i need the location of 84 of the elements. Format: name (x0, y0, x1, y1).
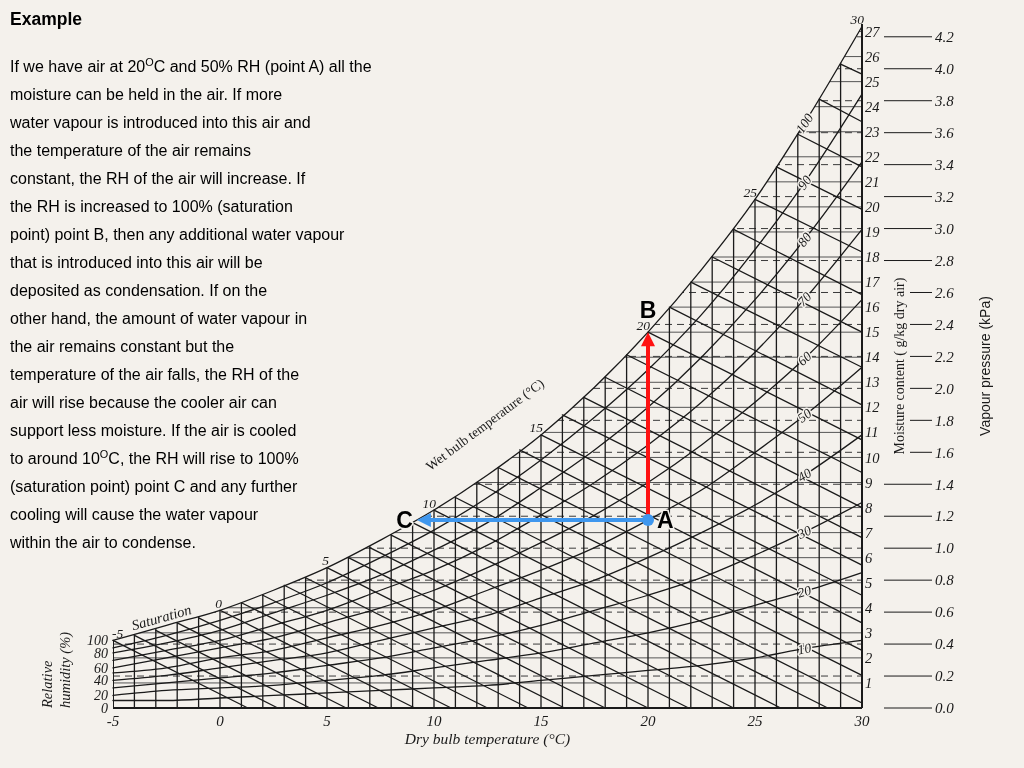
annotation: C (396, 507, 413, 534)
y2-tick-label: 2.8 (935, 252, 955, 269)
y2-tick-label: 4.0 (935, 61, 955, 77)
text: 60 (794, 348, 815, 369)
y-tick-label: 25 (865, 73, 880, 90)
y2-tick-label: 0.2 (935, 668, 955, 685)
x-tick-label: 20 (640, 713, 656, 730)
annotation: Saturation (129, 601, 194, 634)
text: 50 (794, 405, 815, 426)
y-tick-label: 14 (865, 349, 880, 366)
y2-tick-label: 1.0 (935, 540, 955, 557)
y-tick-label: 19 (865, 224, 881, 241)
y2-tick-label: 1.4 (935, 476, 955, 493)
text: 40 (794, 465, 815, 486)
y-tick-label: 17 (865, 274, 881, 291)
text: 90 (794, 172, 815, 193)
text: 20 (795, 582, 814, 601)
y2-tick-label: 0.0 (935, 700, 955, 717)
y2-tick-label: 3.6 (934, 124, 955, 141)
y-tick-label: 21 (865, 173, 880, 190)
y-tick-label: 9 (865, 474, 873, 491)
text: 70 (794, 289, 815, 310)
y2-tick-label: 1.2 (935, 508, 955, 525)
x-tick-label: 5 (323, 713, 332, 730)
y2-tick-label: 3.0 (934, 220, 955, 237)
y-tick-label: 6 (865, 549, 873, 566)
chart-title: Example (10, 9, 83, 29)
annotation: -5 (112, 625, 124, 641)
x-axis-title: Dry bulb temperature (°C) (403, 730, 571, 748)
y2-tick-label: 3.2 (934, 188, 955, 205)
annotation: 10 (422, 495, 437, 511)
y2-tick-label: 1.6 (935, 444, 955, 461)
x-tick-label: 30 (853, 713, 870, 730)
y2-tick-label: 4.2 (935, 29, 955, 46)
y-tick-label: 27 (865, 23, 881, 40)
text: 80 (794, 229, 815, 250)
y-tick-label: 10 (865, 449, 881, 466)
annotation: 0 (215, 595, 223, 611)
annotation: 40 (94, 673, 108, 689)
y2-tick-label: 0.4 (935, 636, 955, 653)
annotation: 5 (322, 553, 330, 569)
y-axis-title: Moisture content ( g/kg dry air) (892, 277, 908, 455)
y2-tick-label: 3.4 (934, 156, 955, 173)
x-tick-label: 0 (216, 713, 225, 730)
y-tick-label: 7 (865, 524, 873, 541)
y2-tick-label: 2.2 (935, 348, 955, 365)
y2-tick-label: 2.4 (935, 316, 955, 333)
y2-tick-label: 3.8 (934, 92, 955, 109)
y-tick-label: 8 (865, 499, 873, 516)
text: Relative humidity (%) (39, 631, 74, 709)
annotation: 25 (743, 184, 758, 200)
y2-tick-label: 2.6 (935, 284, 955, 301)
y-tick-label: 20 (865, 198, 881, 215)
y-tick-label: 16 (865, 299, 881, 316)
y-tick-label: 23 (865, 123, 880, 140)
y2-tick-label: 2.0 (935, 380, 955, 397)
annotation: 15 (529, 420, 544, 436)
y-tick-label: 18 (865, 249, 881, 266)
x-tick-label: -5 (106, 713, 120, 730)
text: If we have air at 20$^{O}$C and 50% RH (point A) all the moisture can be held in the air. If more water vapour is introduced into this air and the temperature of the air remains constant, the RH of the air will increase. If the RH is increased to 100% (saturation point) point B, then any additional water vapour that is introduced into this air will be deposited as condensation. If on the other hand, the amount of water vapour in the air remains constant but the temperature of the air falls, the RH of the air will rise because the cooler air can support less moisture. If the air is cooled to around 10$^{O}$C, the RH will rise to 100% (saturation point) point C and any further cooling will cause the water vapour within the air to condense. (10, 56, 372, 551)
y-tick-label: 12 (865, 399, 880, 416)
y-tick-label: 26 (865, 48, 881, 65)
y-tick-label: 3 (864, 624, 873, 641)
y2-tick-label: 0.6 (935, 604, 955, 621)
annotation: 30 (849, 12, 865, 28)
annotation: 60 (94, 660, 108, 676)
y-tick-label: 1 (865, 675, 873, 692)
annotation: 20 (636, 317, 651, 333)
x-tick-label: 10 (426, 713, 442, 730)
y-tick-label: 15 (865, 324, 880, 341)
y-tick-label: 13 (865, 374, 880, 391)
text: 100 (792, 110, 817, 136)
y-tick-label: 24 (865, 98, 880, 115)
y2-tick-label: 1.8 (935, 412, 955, 429)
y-tick-label: 2 (865, 649, 873, 666)
y-tick-label: 4 (865, 599, 873, 616)
y-tick-label: 11 (865, 424, 879, 441)
x-tick-label: 15 (533, 713, 549, 730)
y2-tick-label: 0.8 (935, 572, 955, 589)
y-tick-label: 5 (865, 574, 873, 591)
y2-axis-title: Vapour pressure (kPa) (977, 296, 993, 436)
y-tick-label: 22 (865, 148, 880, 165)
text: 10 (796, 640, 813, 658)
x-tick-label: 25 (747, 713, 763, 730)
